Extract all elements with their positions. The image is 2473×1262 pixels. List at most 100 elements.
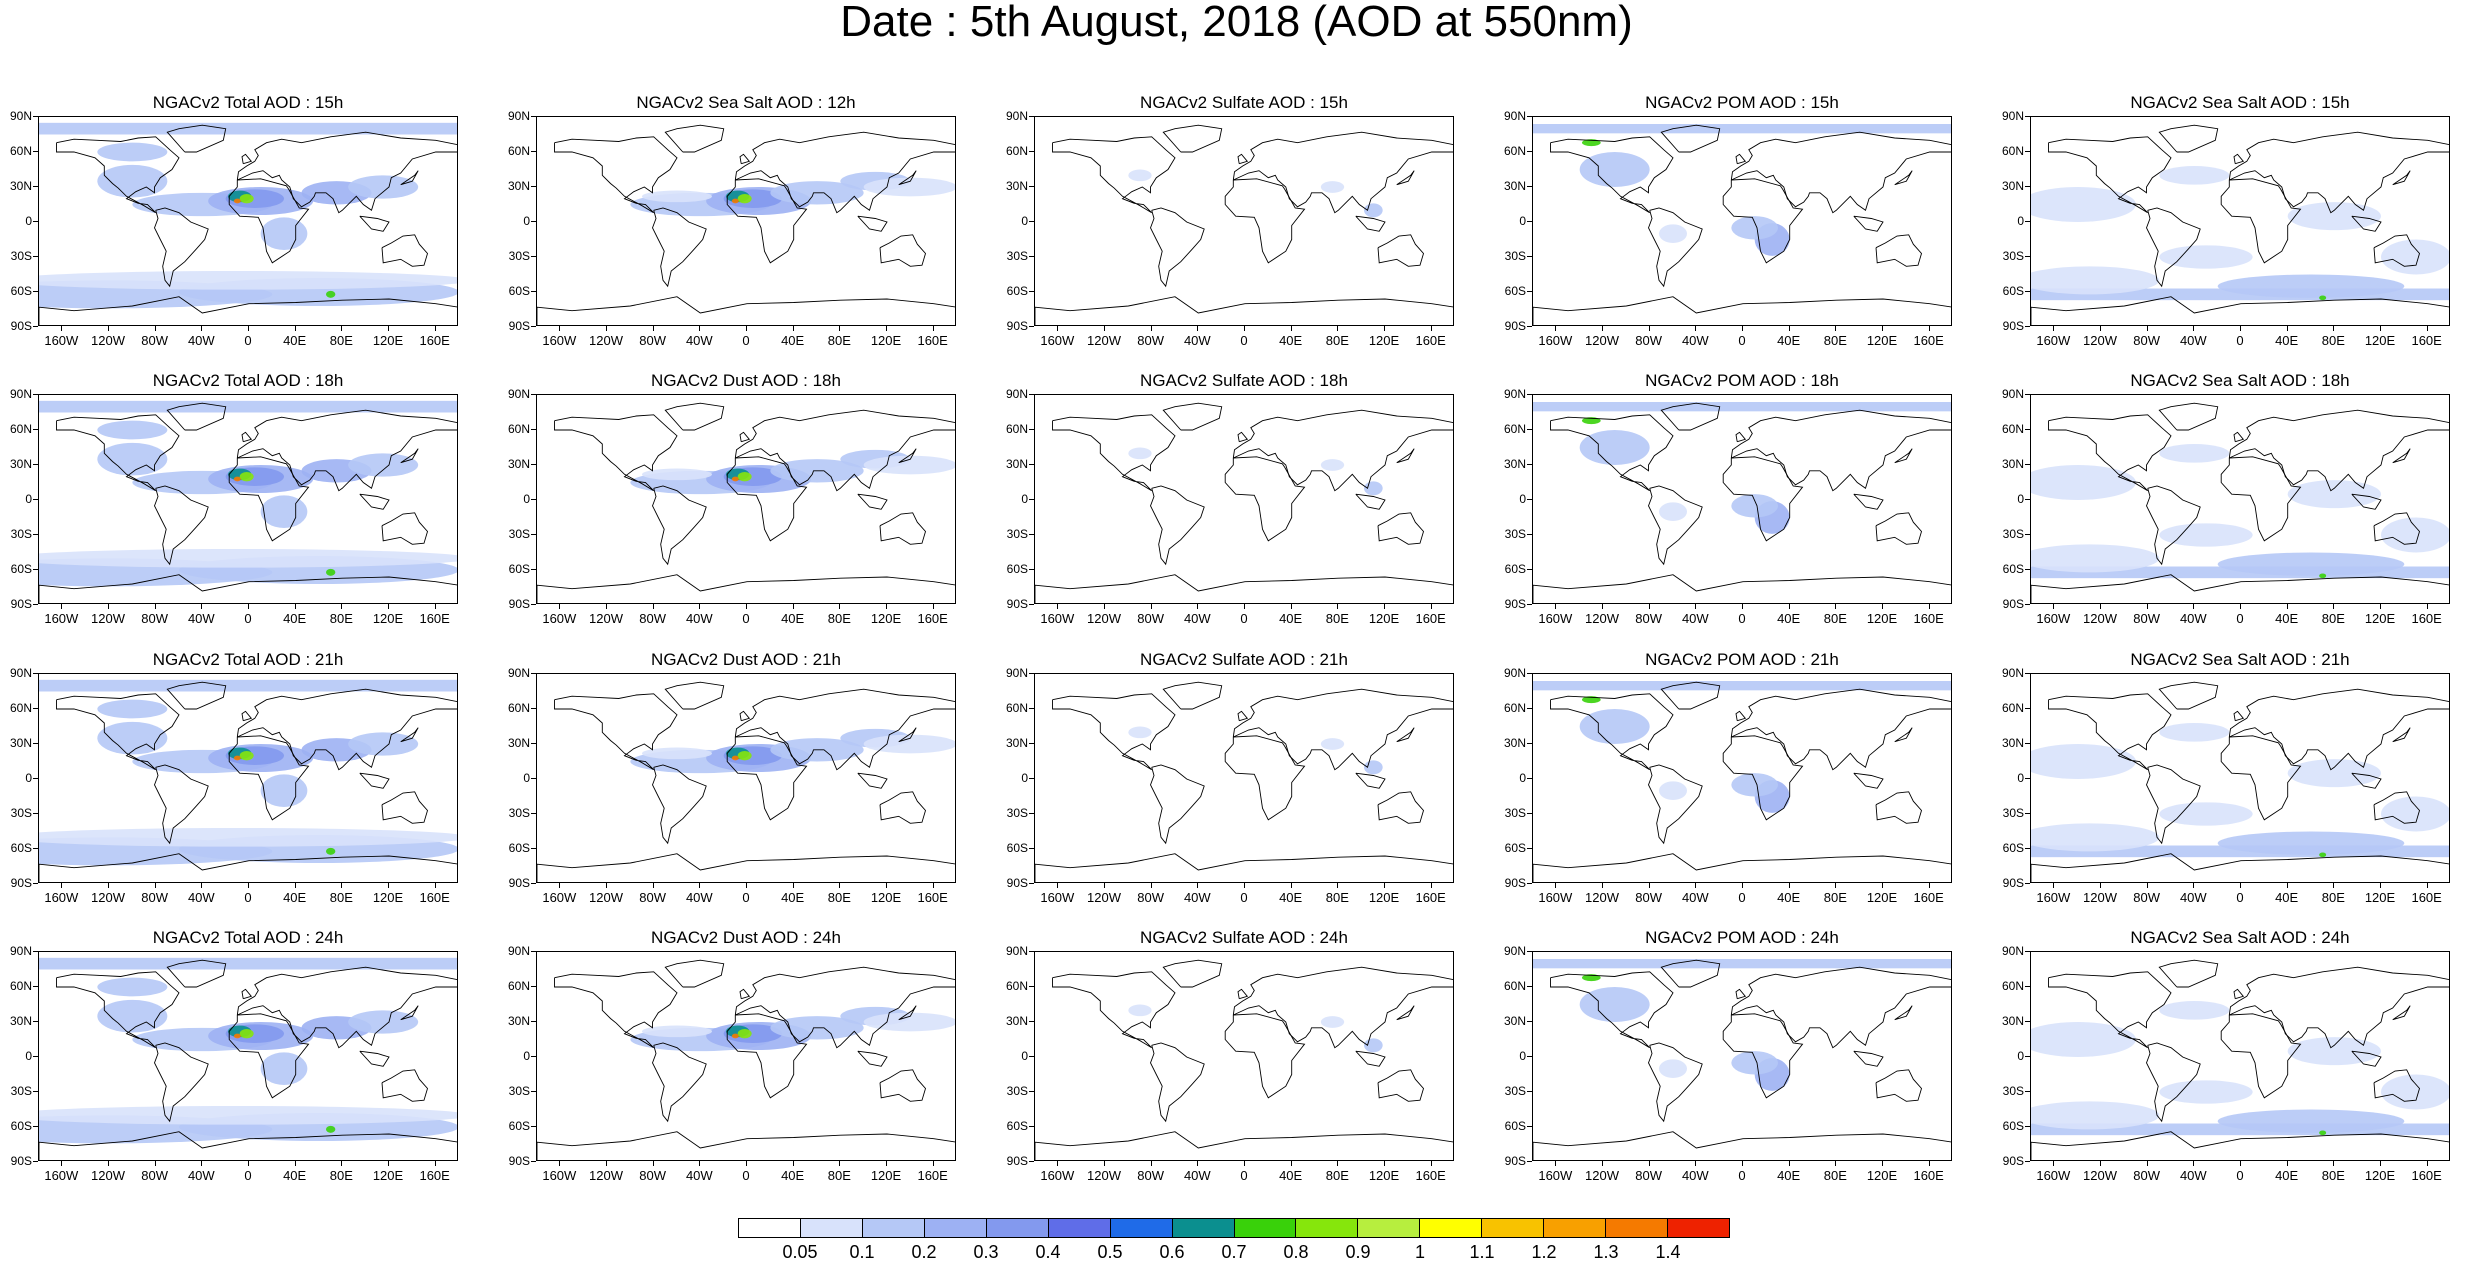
lon-tick [1337,326,1339,331]
coastline [537,296,955,325]
lon-label: 160E [1415,611,1446,626]
lon-tick [2380,604,2381,609]
lat-label: 60N [2001,144,2024,158]
lon-tick [108,883,109,888]
lat-label: 60N [2001,701,2024,715]
lon-tick [2053,883,2055,888]
lon-label: 120E [1866,1168,1898,1183]
lon-tick [108,326,109,331]
lat-label: 30S [508,527,530,541]
world-map [1532,673,1952,883]
lat-label: 90N [1503,666,1526,680]
aerosol-field [642,1025,712,1038]
coastline [2031,853,2449,882]
lon-label: 40E [283,1168,307,1183]
aerosol-field [39,122,457,135]
colorbar-label: 0.4 [1035,1242,1061,1262]
lat-label: 30S [508,249,530,263]
lat-label: 30N [1005,457,1028,471]
lon-label: 160W [542,890,577,905]
lon-tick [2100,1161,2101,1166]
lat-label: 60N [9,144,32,158]
lon-label: 120E [870,890,902,905]
aerosol-field [2031,465,2136,500]
coastline [228,735,310,821]
lon-tick [932,604,934,609]
coastline [726,1013,808,1099]
lat-tick [1029,708,1034,709]
coastline [2228,966,2449,1049]
lon-label: 120E [1368,333,1400,348]
lon-label: 120E [1866,611,1898,626]
lat-tick [531,534,536,535]
lat-tick [531,291,536,292]
coastline [652,207,707,288]
lon-label: 120W [1585,611,1619,626]
coastline [1035,574,1453,603]
lon-tick [61,604,63,609]
lon-label: 0 [2236,890,2244,905]
aerosol-field [2287,480,2381,509]
lat-tick [531,986,536,987]
lon-tick [1602,326,1603,331]
lat-tick [33,326,38,327]
coastline [56,136,180,214]
lon-tick [341,326,343,331]
lat-tick [1527,429,1532,430]
coastline [734,131,955,214]
coastline [664,681,725,710]
coastline [652,1042,707,1123]
lon-label: 120W [589,333,623,348]
lon-tick [2286,326,2288,331]
coastline [1730,131,1951,214]
lat-tick [2025,221,2030,222]
lat-label: 90N [9,387,32,401]
lat-tick [1029,291,1034,292]
aerosol-field [1128,169,1152,182]
coastline [1648,764,1703,845]
lat-label: 0 [25,771,32,785]
lon-label: 40W [1183,890,1211,905]
lon-tick [606,326,607,331]
lon-tick [2286,1161,2288,1166]
lat-label: 90N [507,387,530,401]
lon-tick [1788,604,1790,609]
coastline [554,136,678,214]
panel-title: NGACv2 Sulfate AOD : 21h [1140,650,1348,669]
lat-label: 60S [508,284,530,298]
lat-label: 30S [10,249,32,263]
aerosol-field [1579,152,1650,187]
map-panel: NGACv2 POM AOD : 24h 90N 60N 30N 0 30S 60S 90S 1… [1494,929,1952,1199]
coastline [2392,1005,2411,1021]
aerosol-field [863,177,955,197]
lon-tick [2053,604,2055,609]
coastline [2373,234,2421,267]
coastline [1162,124,1223,153]
lon-label: 0 [244,1168,252,1183]
lon-tick [434,604,436,609]
lon-tick [1882,883,1883,888]
lat-tick [2025,951,2030,952]
lon-label: 80W [639,333,667,348]
lon-tick [434,1161,436,1166]
lon-label: 40W [685,611,713,626]
coastline [2373,512,2421,545]
lat-label: 0 [25,214,32,228]
coastline [734,966,955,1049]
lat-label: 30N [507,179,530,193]
coastline [1232,131,1453,214]
lon-tick [1244,604,1245,609]
world-map [1532,394,1952,604]
panel-title: NGACv2 Total AOD : 18h [152,371,344,390]
map-panel: NGACv2 Total AOD : 15h 90N 60N 30N 0 30S 60S 90… [0,94,458,364]
lat-label: 0 [25,1049,32,1063]
lon-tick [61,883,63,888]
coastline [166,402,227,431]
lat-label: 60S [1006,1119,1028,1133]
lon-tick [1104,883,1105,888]
coastline [56,693,180,771]
lon-label: 160W [2036,1168,2071,1183]
lat-tick [33,743,38,744]
lon-tick [1555,1161,1557,1166]
lon-tick [2240,326,2241,331]
